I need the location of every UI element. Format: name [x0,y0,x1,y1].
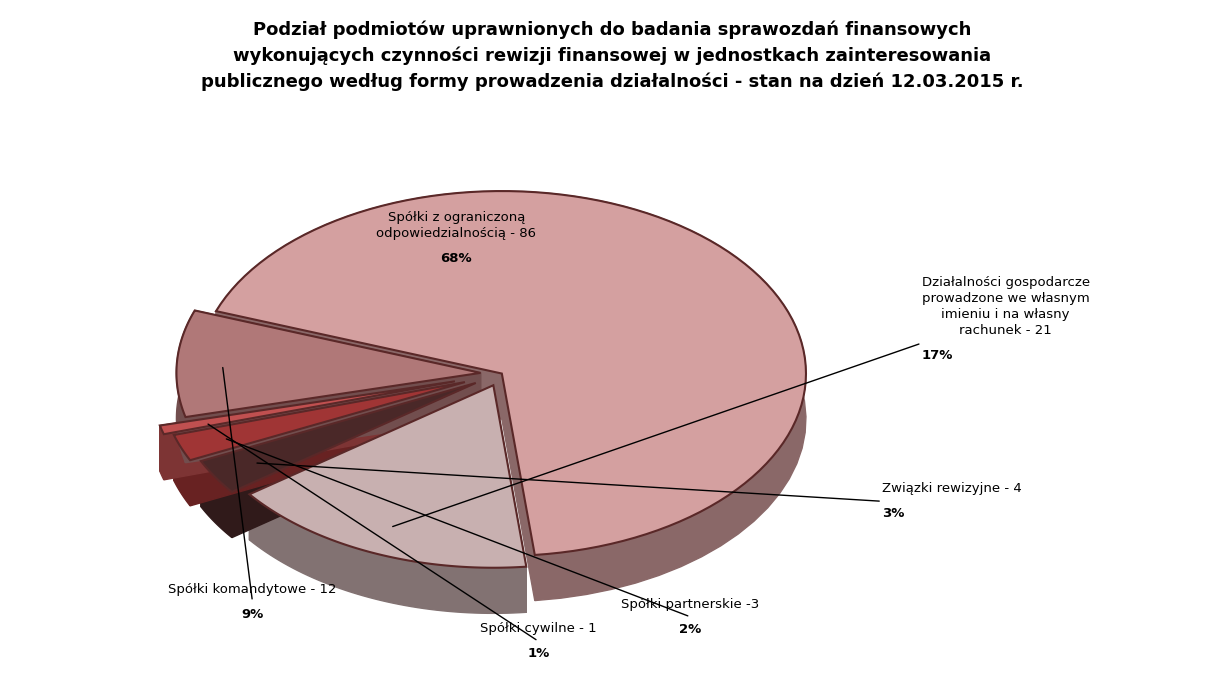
Polygon shape [160,381,455,435]
Polygon shape [201,383,476,507]
Polygon shape [217,191,805,601]
Polygon shape [164,381,455,480]
Polygon shape [201,461,231,538]
Polygon shape [493,385,526,613]
Polygon shape [502,374,535,601]
Text: 1%: 1% [528,647,550,660]
Polygon shape [190,382,465,506]
Text: Podział podmiotów uprawnionych do badania sprawozdań finansowych
wykonujących cz: Podział podmiotów uprawnionych do badani… [201,21,1023,91]
Text: Spółki z ograniczoną
odpowiedzialnością - 86: Spółki z ograniczoną odpowiedzialnością … [376,211,536,240]
Polygon shape [176,310,195,463]
Polygon shape [174,435,190,506]
Text: Spółki komandytowe - 12: Spółki komandytowe - 12 [168,583,337,595]
Polygon shape [250,385,493,540]
Text: Związki rewizyjne - 4: Związki rewizyjne - 4 [883,482,1022,495]
Polygon shape [201,383,476,492]
Polygon shape [217,311,502,419]
Text: 2%: 2% [679,623,701,636]
Text: Spółki partnerskie -3: Spółki partnerskie -3 [622,598,760,611]
Polygon shape [231,383,476,538]
Polygon shape [250,385,526,568]
Polygon shape [250,494,526,613]
Text: Działalności gospodarcze
prowadzone we własnym
imieniu i na własny
rachunek - 21: Działalności gospodarcze prowadzone we w… [922,276,1089,337]
Text: 17%: 17% [922,349,953,362]
Polygon shape [176,310,481,417]
Polygon shape [217,191,805,555]
Polygon shape [174,382,465,481]
Polygon shape [174,382,465,460]
Text: Spółki cywilne - 1: Spółki cywilne - 1 [480,622,596,635]
Text: 3%: 3% [883,507,905,520]
Polygon shape [160,426,164,480]
Polygon shape [195,310,481,419]
Polygon shape [186,373,481,463]
Text: 68%: 68% [441,252,472,265]
Polygon shape [160,381,455,471]
Text: 9%: 9% [241,608,263,621]
